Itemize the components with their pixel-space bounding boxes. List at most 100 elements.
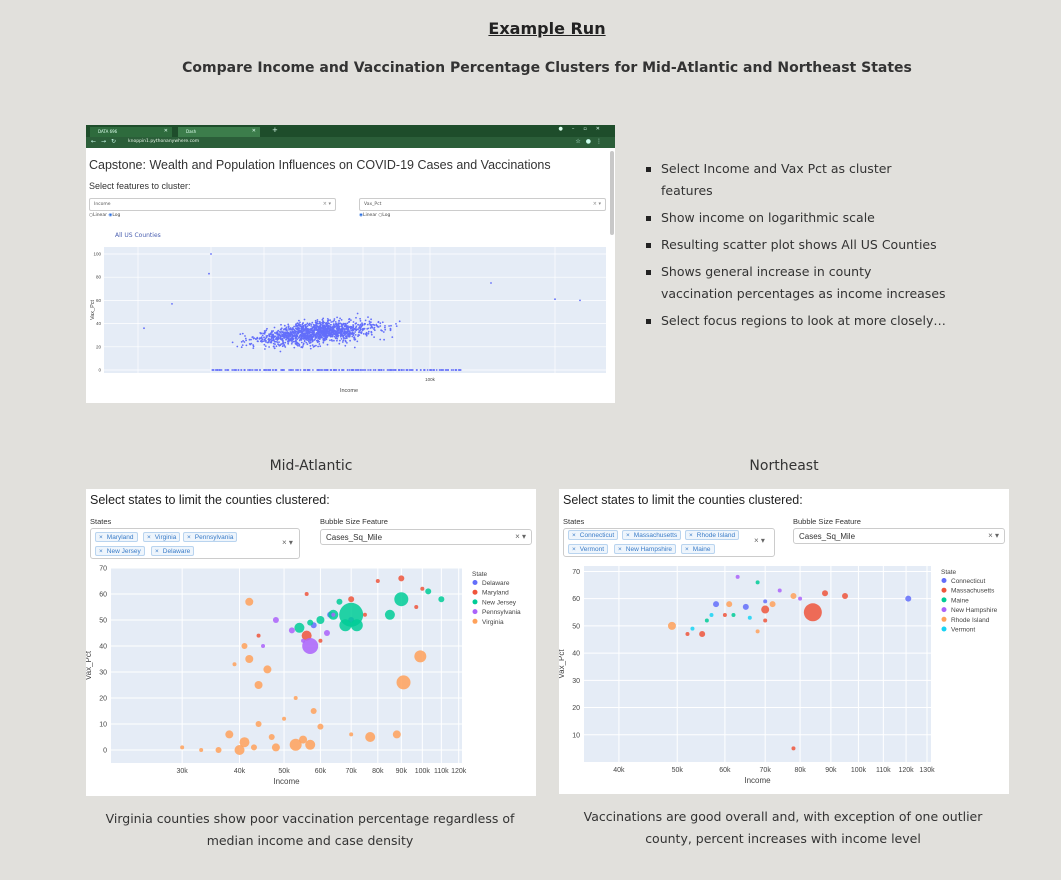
northeast-scatter[interactable]: 10 20 30 40 50 60 70 40k 50k 60k 70k 80k 90k 100k 110k… (559, 561, 1009, 791)
remove-icon[interactable]: × (99, 548, 103, 555)
scrollbar[interactable] (610, 151, 614, 235)
data-point (403, 369, 405, 371)
state-chip[interactable]: × Connecticut (568, 530, 619, 540)
state-chip[interactable]: × New Jersey (95, 546, 145, 556)
close-icon[interactable]: ✕ (251, 128, 256, 134)
bubble-size-dropdown[interactable]: Cases_Sq_Mile × ▾ (320, 529, 532, 545)
x-feature-dropdown[interactable]: Income × ▾ (89, 198, 336, 211)
data-point (368, 322, 371, 324)
close-icon[interactable]: ✕ (163, 128, 168, 134)
data-point (261, 332, 263, 335)
data-point (326, 324, 329, 326)
data-point (336, 339, 338, 342)
browser-tab[interactable]: Dash ✕ (178, 127, 260, 137)
clear-chevron-icon[interactable]: × ▾ (322, 201, 331, 207)
y-tick-label: 100 (93, 252, 101, 257)
data-point (731, 613, 736, 617)
data-point (224, 369, 227, 371)
x-tick-label: 40k (234, 768, 246, 775)
data-point (395, 325, 398, 327)
state-chip[interactable]: × Maine (681, 544, 715, 554)
y-scale-radio[interactable]: ◉Linear ○Log (359, 213, 391, 218)
remove-icon[interactable]: × (689, 532, 693, 539)
data-point (324, 331, 327, 333)
data-point (364, 323, 367, 325)
legend-label: Rhode Island (951, 617, 990, 624)
state-chip[interactable]: × Pennsylvania (183, 532, 238, 542)
remove-icon[interactable]: × (626, 532, 630, 539)
state-chip[interactable]: × Rhode Island (685, 530, 740, 540)
window-controls[interactable]: ●–▫✕ (558, 126, 609, 132)
data-point (285, 326, 288, 329)
x-tick-label: 90k (825, 767, 837, 774)
y-feature-dropdown[interactable]: Vax_Pct × ▾ (359, 198, 606, 211)
remove-icon[interactable]: × (572, 532, 576, 539)
remove-icon[interactable]: × (187, 534, 191, 541)
data-point (231, 341, 234, 344)
data-point (326, 318, 329, 320)
data-point (234, 745, 245, 755)
data-point (342, 339, 345, 342)
data-point (285, 338, 288, 340)
toolbar-icons[interactable]: ☆●⋮ (575, 138, 607, 145)
remove-icon[interactable]: × (147, 534, 151, 541)
data-point (276, 341, 279, 343)
remove-icon[interactable]: × (572, 546, 576, 553)
data-point (364, 333, 367, 335)
remove-icon[interactable]: × (685, 546, 689, 553)
state-chip[interactable]: × Maryland (95, 532, 138, 542)
data-point (438, 369, 441, 371)
data-point (263, 340, 265, 342)
data-point (336, 337, 339, 340)
mid-atlantic-scatter[interactable]: 0 10 20 30 40 50 60 70 30k 40k 50k 60k 70k 80k 90k 100k… (86, 565, 536, 793)
remove-icon[interactable]: × (618, 546, 622, 553)
data-point (321, 324, 324, 326)
remove-icon[interactable]: × (155, 548, 159, 555)
remove-icon[interactable]: × (99, 534, 103, 541)
browser-tab[interactable]: DATA 696 ✕ (90, 127, 172, 137)
clear-chevron-icon[interactable]: × ▾ (988, 531, 999, 540)
data-point (356, 312, 359, 315)
data-point (329, 339, 331, 342)
data-point (798, 596, 803, 601)
states-multiselect[interactable]: × Connecticut × Massachusetts × Rhode Islan… (563, 528, 775, 557)
data-point (293, 346, 296, 349)
data-point (304, 338, 307, 340)
x-scale-radio[interactable]: ○Linear ◉Log (89, 213, 121, 218)
clear-chevron-icon[interactable]: × ▾ (282, 538, 293, 547)
data-point (250, 338, 252, 341)
state-chip[interactable]: × Virginia (143, 532, 181, 542)
state-chip[interactable]: × Massachusetts (622, 530, 682, 540)
legend-marker (472, 599, 478, 605)
state-chip[interactable]: × Delaware (151, 546, 195, 556)
data-point (260, 340, 263, 343)
northeast-panel: Select states to limit the counties clus… (559, 489, 1009, 794)
states-multiselect[interactable]: × Maryland × Virginia × Pennsylvania × New J… (90, 528, 300, 559)
state-chip[interactable]: × New Hampshire (614, 544, 677, 554)
data-point (423, 369, 426, 371)
address-bar: ←→↻ knoppin1.pythonanywhere.com ☆●⋮ (86, 137, 615, 148)
data-point (271, 743, 280, 752)
data-point (303, 339, 306, 342)
data-point (294, 340, 296, 343)
bubble-size-dropdown[interactable]: Cases_Sq_Mile × ▾ (793, 528, 1005, 544)
data-point (259, 337, 261, 339)
data-point (317, 337, 320, 340)
data-point (244, 335, 246, 337)
data-point (306, 339, 308, 341)
data-point (362, 612, 367, 617)
url-field[interactable]: knoppin1.pythonanywhere.com (128, 139, 200, 144)
new-tab-button[interactable]: + (272, 126, 278, 134)
data-point (296, 342, 299, 345)
clear-chevron-icon[interactable]: × ▾ (754, 536, 765, 545)
data-point (361, 323, 364, 326)
data-point (171, 303, 173, 305)
clear-chevron-icon[interactable]: × ▾ (592, 201, 601, 207)
us-counties-scatter[interactable]: 0 20 40 60 80 100 100k Income Vax_Pct (86, 241, 611, 401)
data-point (279, 350, 282, 353)
state-chip[interactable]: × Vermont (568, 544, 609, 554)
clear-chevron-icon[interactable]: × ▾ (515, 532, 526, 541)
nav-arrows-icon[interactable]: ←→↻ (91, 138, 122, 145)
data-point (373, 336, 375, 338)
data-point (295, 334, 297, 337)
